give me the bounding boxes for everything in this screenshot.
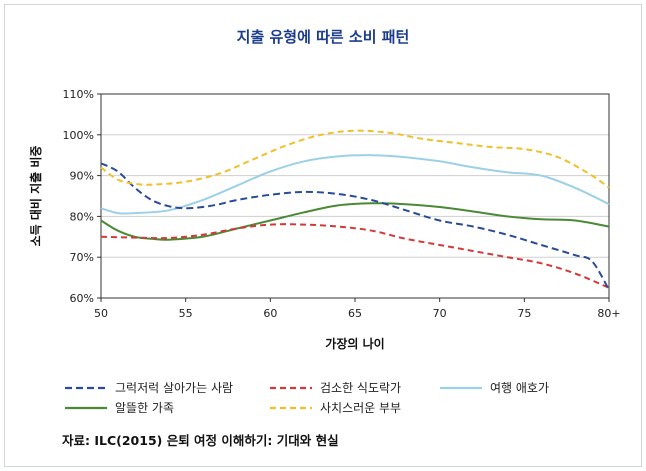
figure-frame (4, 4, 642, 467)
y-tick-label: 100% (63, 129, 94, 142)
legend-label: 그럭저럭 살아가는 사람 (115, 381, 233, 395)
source-note: 자료: ILC(2015) 은퇴 여정 이해하기: 기대와 현실 (62, 433, 339, 448)
series-line (100, 202, 610, 241)
y-tick-label: 90% (70, 170, 94, 183)
series-line (100, 154, 610, 215)
y-tick-label: 70% (70, 251, 94, 264)
y-tick-label: 80% (70, 210, 94, 223)
y-tick-label: 110% (63, 88, 94, 101)
y-axis-label: 소득 대비 지출 비중 (28, 146, 43, 247)
y-tick-labels: 60% 70% 80% 90% 100% 110% (63, 88, 101, 305)
legend-label: 알뜰한 가족 (115, 401, 174, 415)
series-line (100, 162, 610, 291)
x-tick-labels: 50 55 60 65 70 75 80+ (94, 298, 621, 320)
series-lines (100, 129, 610, 291)
y-tick-label: 60% (70, 292, 94, 305)
x-tick-label: 75 (517, 307, 531, 320)
legend-label: 여행 애호가 (490, 380, 549, 395)
legend-label: 검소한 식도락가 (320, 381, 401, 395)
x-tick-label: 50 (94, 307, 108, 320)
x-tick-label: 65 (348, 307, 362, 320)
series-line (100, 129, 610, 189)
chart-title: 지출 유형에 따른 소비 패턴 (236, 28, 410, 46)
x-axis-label: 가장의 나이 (325, 336, 384, 351)
legend-label: 사치스러운 부부 (320, 401, 401, 415)
series-line (100, 223, 610, 289)
x-tick-label: 60 (263, 307, 277, 320)
x-tick-label: 80+ (597, 307, 620, 320)
x-tick-label: 70 (433, 307, 447, 320)
x-tick-label: 55 (179, 307, 193, 320)
